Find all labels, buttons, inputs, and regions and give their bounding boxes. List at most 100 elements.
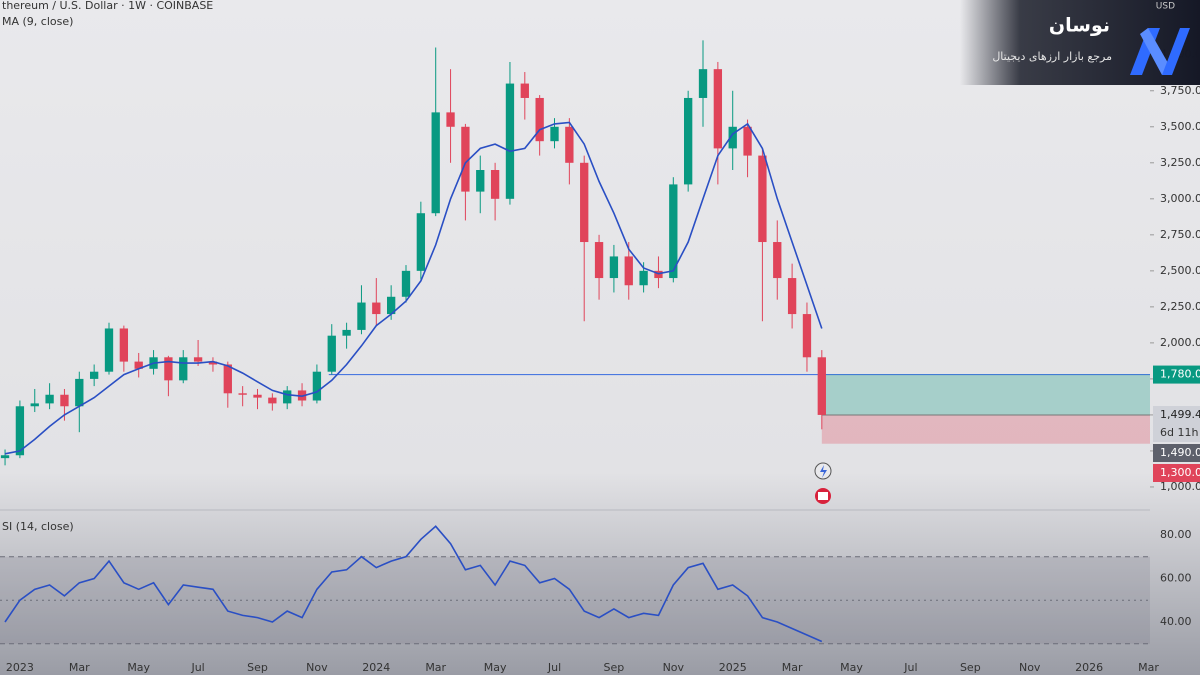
y-tick-label: 2,250.0 — [1160, 300, 1200, 313]
ma-line — [4, 121, 823, 455]
candle-body — [104, 328, 114, 372]
x-tick-label: Mar — [782, 661, 803, 674]
candle-body — [461, 126, 470, 192]
candle-body — [223, 364, 232, 394]
price-label: 1,780.0 — [1160, 368, 1200, 381]
candle-body — [179, 357, 188, 381]
candle-body — [268, 397, 277, 404]
candle-body — [238, 393, 247, 395]
candle-body — [802, 314, 812, 358]
brand-name: نوسان — [1049, 15, 1110, 37]
x-tick-label: Mar — [1138, 661, 1159, 674]
candle-body — [520, 83, 529, 98]
x-tick-label: Nov — [1019, 661, 1041, 674]
candle-body — [728, 126, 737, 149]
x-tick-label: Mar — [425, 661, 446, 674]
x-tick-label: Nov — [306, 661, 328, 674]
candle-body — [208, 361, 218, 365]
event-icons — [814, 462, 832, 504]
x-tick-label: 2023 — [6, 661, 34, 674]
candle-body — [75, 378, 84, 407]
candle-body — [743, 126, 752, 156]
candle-body — [312, 371, 322, 401]
candle-body — [773, 242, 782, 279]
candle-body — [89, 371, 99, 379]
y-tick-label: 1,000.0 — [1160, 480, 1200, 493]
rsi-line — [4, 525, 823, 643]
candle-body — [490, 170, 500, 199]
candle-body — [758, 155, 767, 243]
candle-body — [624, 256, 633, 286]
candle-body — [60, 394, 69, 407]
y-tick-label: 40.00 — [1160, 615, 1192, 628]
loss-zone — [821, 415, 1150, 444]
y-tick-label: 60.00 — [1160, 571, 1192, 584]
candle-body — [476, 170, 485, 192]
candle-body — [15, 406, 25, 456]
candle-body — [386, 296, 396, 315]
x-tick-label: Jul — [547, 661, 561, 674]
price-label-bg — [1153, 444, 1200, 463]
x-tick-label: Sep — [604, 661, 625, 674]
y-tick-label: 2,500.0 — [1160, 264, 1200, 277]
y-tick-label: 2,750.0 — [1160, 228, 1200, 241]
brand-tagline: مرجع بازار ارزهای دیجیتال — [992, 50, 1112, 63]
candle-body — [134, 361, 143, 369]
candle-body — [817, 357, 826, 415]
candle-body — [550, 126, 559, 142]
chart-title: thereum / U.S. Dollar · 1W · COINBASE — [2, 0, 213, 12]
y-tick-label: 80.00 — [1160, 528, 1192, 541]
candle-body — [431, 112, 440, 214]
candle-body — [698, 69, 708, 98]
candle-body — [594, 242, 604, 279]
price-label-countdown: 6d 11h — [1160, 426, 1198, 439]
candle-body — [342, 329, 351, 336]
candle-body — [580, 162, 589, 243]
candle-body — [327, 335, 336, 372]
candle-body — [505, 83, 515, 199]
candle-body — [565, 126, 574, 163]
candle-body — [713, 69, 723, 149]
x-tick-label: 2026 — [1075, 661, 1103, 674]
candle-body — [669, 184, 678, 279]
y-tick-label: 3,000.0 — [1160, 192, 1200, 205]
profit-zone — [821, 374, 1150, 416]
brand-logo — [1130, 28, 1190, 75]
ma-title: MA (9, close) — [2, 15, 73, 28]
candle-body — [535, 97, 544, 142]
price-label-bg — [1153, 406, 1200, 443]
candle-body — [372, 302, 381, 315]
candle-body — [119, 328, 129, 362]
candle-body — [30, 403, 39, 407]
candle-body — [446, 112, 455, 127]
x-tick-label: Sep — [247, 661, 268, 674]
rsi-title: SI (14, close) — [2, 520, 74, 533]
y-tick-label: 3,750.0 — [1160, 84, 1200, 97]
x-tick-label: 2025 — [719, 661, 747, 674]
candle-body — [609, 256, 619, 279]
candle-body — [357, 302, 366, 330]
price-label-bg — [1153, 365, 1200, 384]
candle-body — [787, 278, 797, 315]
x-tick-label: May — [127, 661, 150, 674]
currency: USD — [1156, 2, 1175, 12]
candle-body — [639, 270, 648, 286]
y-tick-label: 3,500.0 — [1160, 120, 1200, 133]
candle-body — [193, 357, 203, 362]
x-tick-label: May — [484, 661, 507, 674]
x-tick-label: Jul — [190, 661, 204, 674]
x-tick-label: May — [840, 661, 863, 674]
price-label: 1,300.0 — [1160, 466, 1200, 479]
candle-body — [416, 213, 426, 271]
y-tick-label: 3,250.0 — [1160, 156, 1200, 169]
candle-body — [283, 390, 292, 404]
x-tick-label: 2024 — [362, 661, 390, 674]
candle-body — [0, 455, 10, 459]
candle-body — [45, 394, 54, 404]
candle-body — [164, 357, 173, 381]
rsi-band — [0, 556, 1150, 644]
x-tick-label: Nov — [663, 661, 685, 674]
x-tick-label: Sep — [960, 661, 981, 674]
